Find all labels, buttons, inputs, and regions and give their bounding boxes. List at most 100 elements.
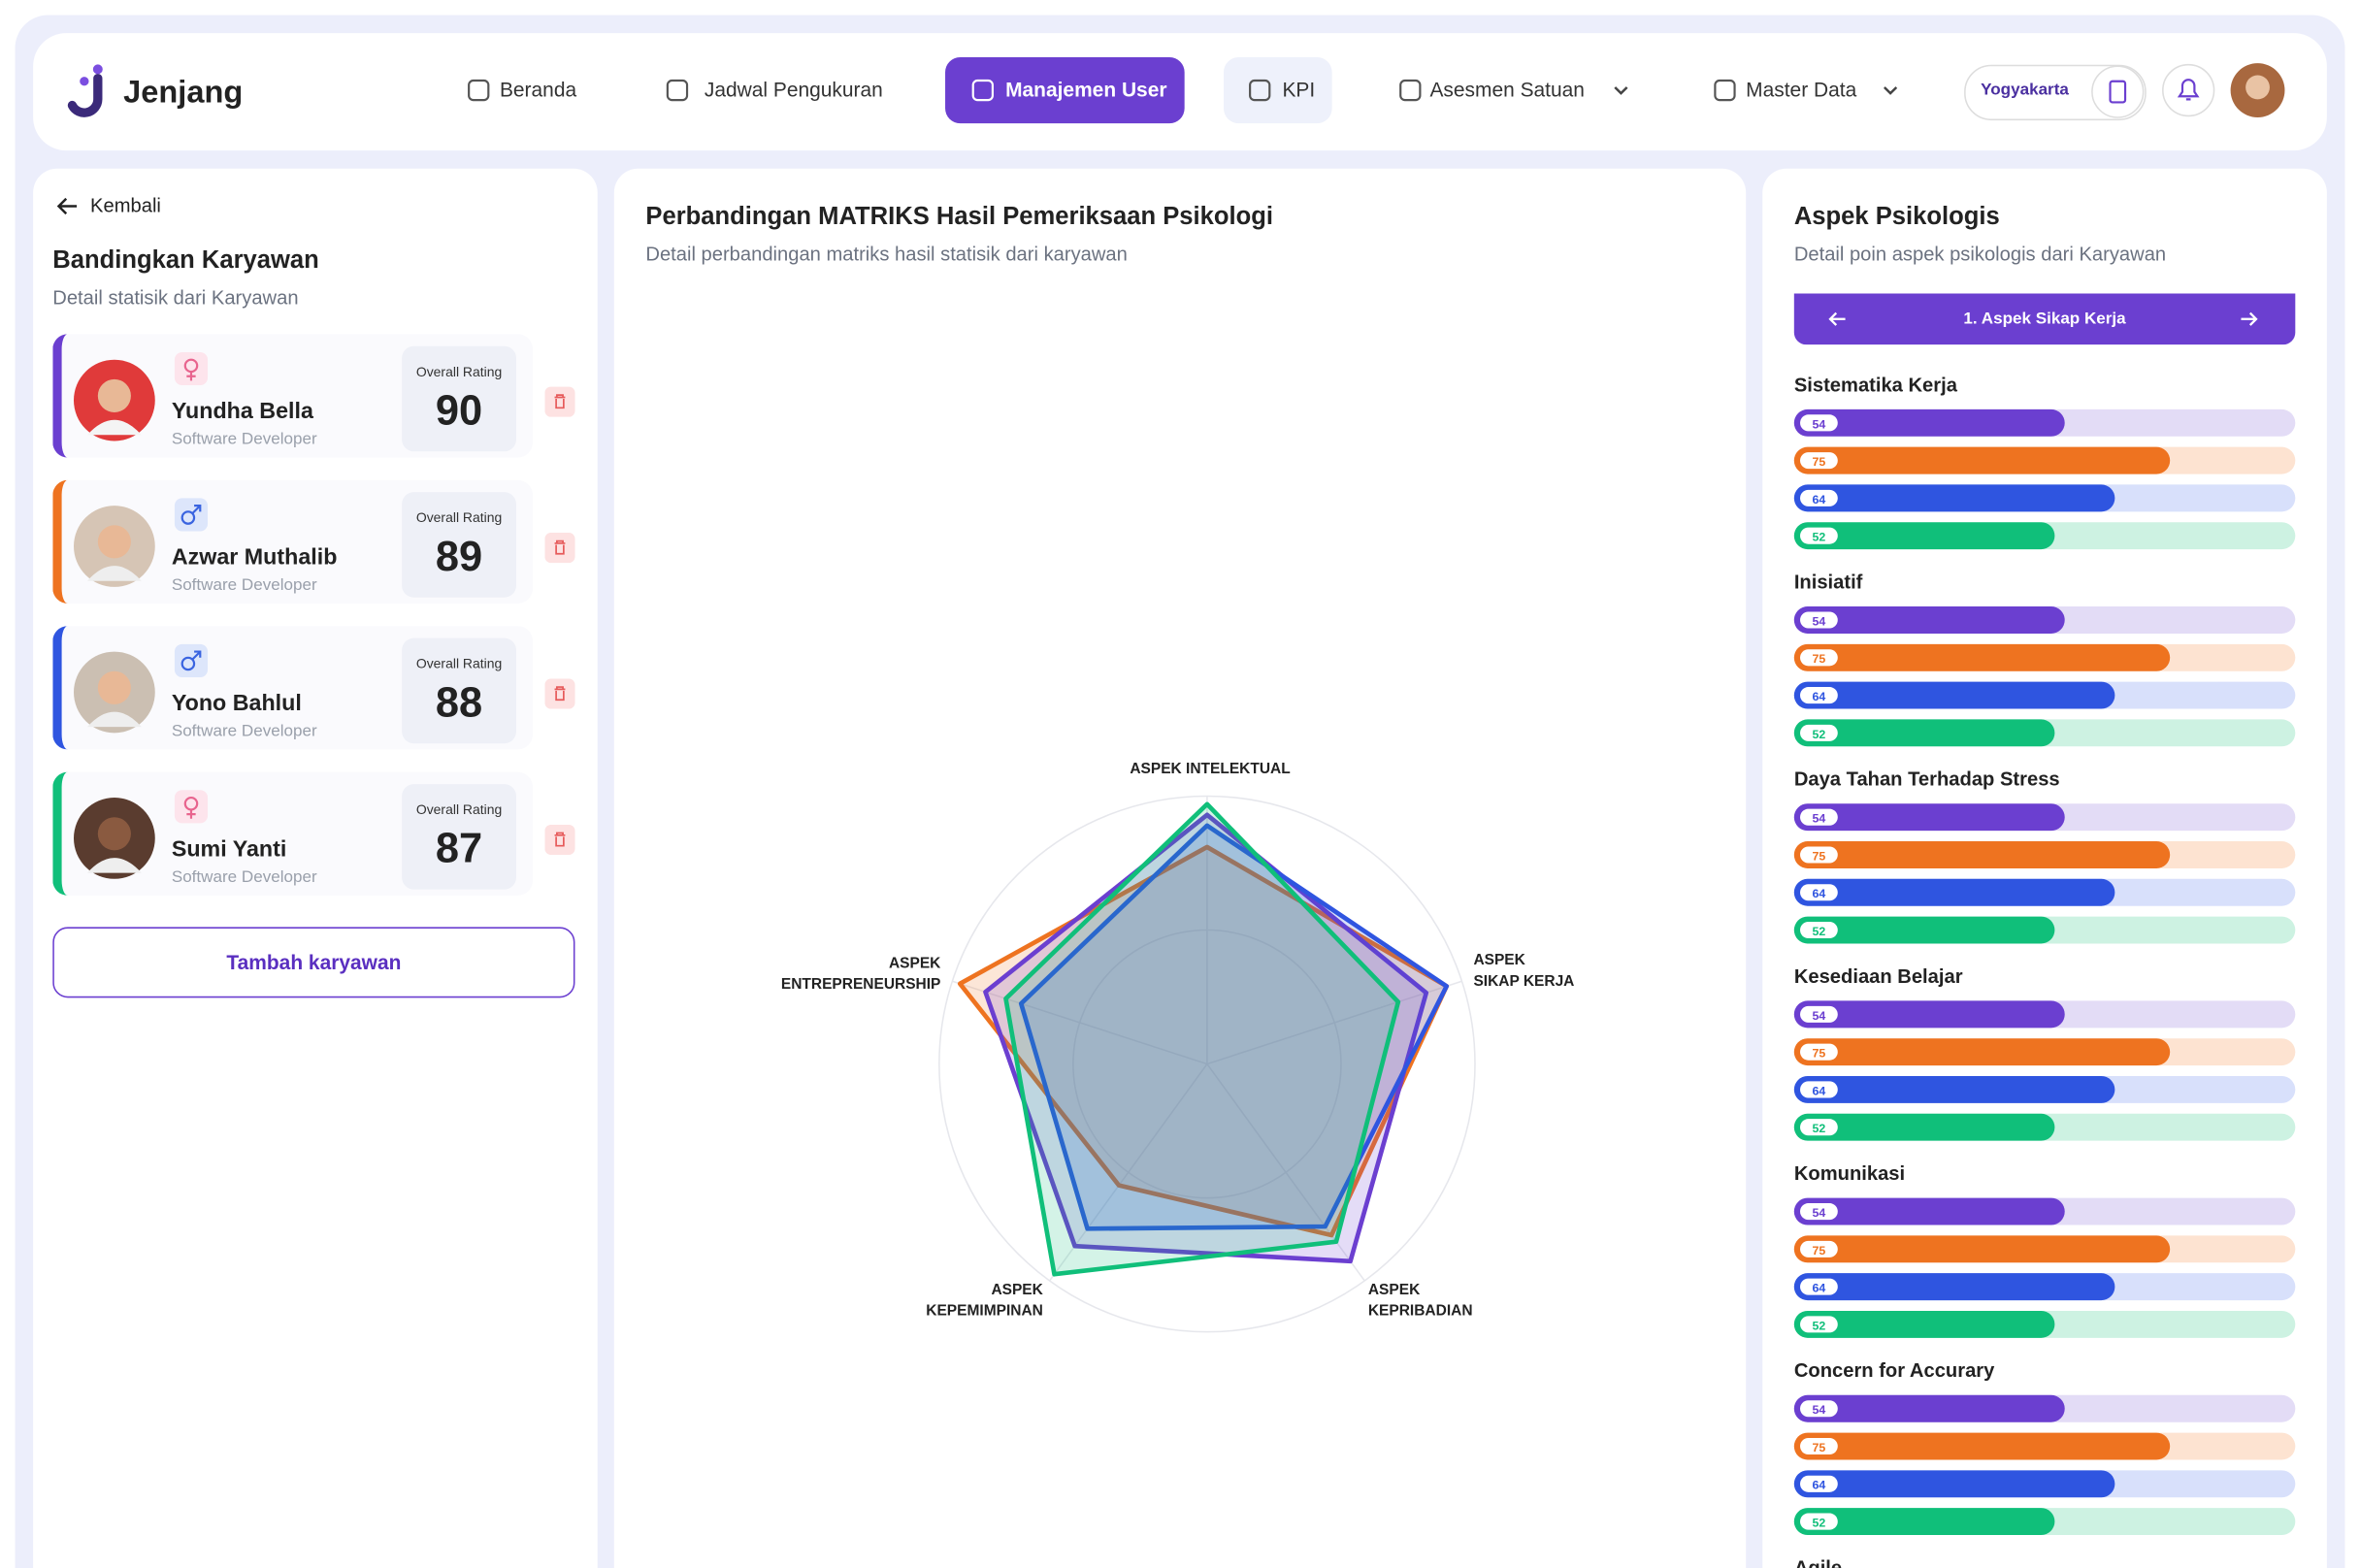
aspect-name: Concern for Accurary bbox=[1793, 1358, 1995, 1382]
employee-role: Software Developer bbox=[171, 576, 317, 595]
aspect-name: Agile bbox=[1793, 1555, 1843, 1568]
employee-role: Software Developer bbox=[171, 867, 317, 887]
bar bbox=[1793, 408, 2065, 437]
value-pill bbox=[1800, 1203, 1838, 1221]
bar bbox=[1793, 878, 2115, 906]
icon-shape bbox=[2241, 311, 2258, 326]
panel-subtitle: Detail statisik dari Karyawan bbox=[52, 285, 299, 309]
axis-label: ASPEK bbox=[1473, 952, 1525, 968]
chart-subtitle: Detail perbandingan matriks hasil statis… bbox=[645, 242, 1128, 265]
icon-bg bbox=[544, 824, 575, 855]
value-label: 52 bbox=[1813, 531, 1826, 544]
bar bbox=[1793, 1508, 2055, 1536]
radar-series bbox=[983, 812, 1429, 1264]
value-pill bbox=[1800, 611, 1838, 629]
logo-dot bbox=[92, 64, 103, 75]
bar bbox=[1793, 841, 2171, 868]
axis-label: ENTREPRENEURSHIP bbox=[781, 976, 941, 993]
value-pill bbox=[1800, 527, 1838, 544]
value-label: 54 bbox=[1813, 614, 1826, 628]
rating-box bbox=[402, 637, 516, 744]
icon-shape bbox=[56, 197, 78, 215]
rating-value: 90 bbox=[435, 386, 483, 434]
bar bbox=[1793, 1075, 2115, 1103]
value-pill bbox=[1800, 1240, 1838, 1258]
nav-icon bbox=[971, 79, 994, 102]
nav-item[interactable]: Beranda bbox=[499, 78, 577, 101]
aspect-bar: 52 bbox=[1793, 1310, 2296, 1338]
nav-icon bbox=[1714, 79, 1736, 102]
aspect-bar: 54 bbox=[1793, 606, 2296, 634]
aspect-name: Inisiatif bbox=[1793, 570, 1863, 594]
aspect-bar: 64 bbox=[1793, 1273, 2296, 1301]
nav-button[interactable] bbox=[1223, 56, 1332, 124]
value-pill bbox=[1800, 452, 1838, 470]
value-label: 75 bbox=[1813, 652, 1826, 666]
bar bbox=[1793, 916, 2055, 944]
value-label: 64 bbox=[1813, 1282, 1826, 1295]
icon-shape bbox=[554, 394, 566, 409]
employee-role: Software Developer bbox=[171, 722, 317, 741]
gender-icon bbox=[174, 498, 209, 532]
icon-shape bbox=[186, 372, 196, 381]
nav-icon bbox=[468, 79, 490, 102]
bar bbox=[1793, 1038, 2171, 1066]
delete-button bbox=[544, 533, 575, 564]
pager-arrow bbox=[1828, 311, 1846, 326]
aspect-name: Komunikasi bbox=[1793, 1161, 1906, 1185]
pager bbox=[1793, 293, 2296, 345]
nav-item[interactable]: KPI bbox=[1282, 78, 1316, 101]
icon-shape bbox=[971, 79, 994, 102]
bar bbox=[1793, 1235, 2171, 1263]
nav-item[interactable]: Asesmen Satuan bbox=[1429, 78, 1585, 101]
radar-chart: ASPEK INTELEKTUAL ASPEK SIKAP KERJA ASPEK KE… bbox=[781, 761, 1574, 1333]
value-label: 75 bbox=[1813, 1441, 1826, 1454]
value-label: 54 bbox=[1813, 1403, 1826, 1417]
value-label: 75 bbox=[1813, 455, 1826, 469]
bar bbox=[1793, 643, 2171, 671]
user-avatar bbox=[2230, 63, 2285, 117]
bar bbox=[1793, 1394, 2065, 1422]
employee-avatar bbox=[74, 359, 155, 441]
aspect-bar: 54 bbox=[1793, 803, 2296, 832]
value-label: 52 bbox=[1813, 728, 1826, 741]
axis-label: ASPEK INTELEKTUAL bbox=[1130, 761, 1290, 777]
value-pill bbox=[1800, 1005, 1838, 1023]
spoke bbox=[1206, 1063, 1365, 1282]
value-pill bbox=[1800, 884, 1838, 901]
location[interactable]: Yogyakarta bbox=[1981, 81, 2069, 100]
gender-icon bbox=[174, 351, 209, 386]
nav-button[interactable] bbox=[945, 56, 1185, 124]
brand: Jenjang bbox=[123, 75, 244, 111]
aspect-bar: 75 bbox=[1793, 841, 2296, 868]
aspect-name: Daya Tahan Terhadap Stress bbox=[1793, 768, 2060, 791]
add-button-label[interactable]: Tambah karyawan bbox=[226, 951, 402, 974]
rating-value: 87 bbox=[435, 824, 483, 872]
nav-item[interactable]: Manajemen User bbox=[1005, 78, 1167, 101]
nav-item[interactable]: Jadwal Pengukuran bbox=[704, 78, 883, 101]
axis-label: KEPEMIMPINAN bbox=[926, 1303, 1043, 1320]
nav-item[interactable]: Master Data bbox=[1746, 78, 1857, 101]
value-label: 64 bbox=[1813, 493, 1826, 506]
employee-name: Yundha Bella bbox=[171, 399, 313, 425]
value-pill bbox=[1800, 1081, 1838, 1098]
bar bbox=[1793, 1470, 2115, 1498]
employee-role: Software Developer bbox=[171, 430, 317, 449]
bar bbox=[1793, 681, 2115, 709]
icon-bg bbox=[174, 351, 209, 386]
employee-name: Yono Bahlul bbox=[171, 690, 302, 717]
icon-bg bbox=[174, 790, 209, 824]
location-pill[interactable] bbox=[1964, 64, 2147, 121]
aspect-bar: 75 bbox=[1793, 1432, 2296, 1460]
value-pill bbox=[1800, 1316, 1838, 1333]
chevron bbox=[1614, 86, 1628, 95]
value-pill bbox=[1800, 1119, 1838, 1136]
bar bbox=[1793, 522, 2055, 550]
value-label: 54 bbox=[1813, 417, 1826, 431]
add-button[interactable] bbox=[52, 927, 575, 998]
bar bbox=[1793, 1000, 2065, 1029]
icon-shape bbox=[554, 686, 566, 702]
back-link[interactable]: Kembali bbox=[90, 194, 161, 217]
axis-label: ASPEK bbox=[1368, 1282, 1421, 1298]
icon-shape bbox=[1714, 79, 1736, 102]
